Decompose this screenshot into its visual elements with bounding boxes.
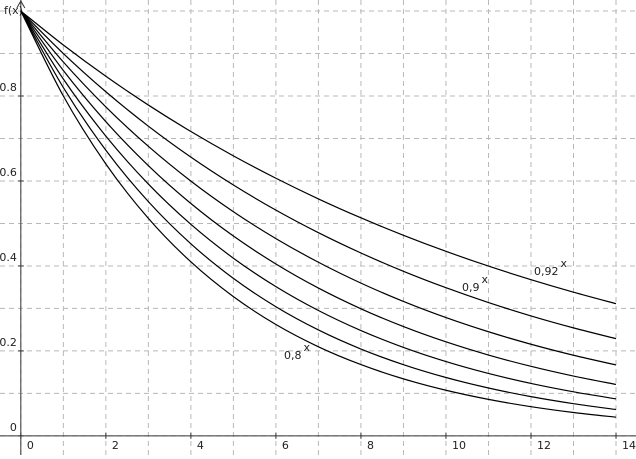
curve — [20, 10, 617, 366]
curve-label: 0,9 — [462, 281, 480, 294]
x-tick-label: 4 — [197, 439, 204, 452]
x-tick-label: 2 — [112, 439, 119, 452]
curve — [20, 10, 617, 418]
y-tick-label: 0.8 — [0, 81, 17, 94]
y-axis-arrow — [16, 0, 26, 9]
curve — [20, 10, 617, 340]
curve-label: 0,92 — [534, 265, 559, 278]
y-tick-label: 0.4 — [0, 251, 17, 264]
x-tick-label: 6 — [282, 439, 289, 452]
curve — [20, 10, 617, 400]
y-tick-label: 0.2 — [0, 336, 17, 349]
curve-label-exponent: x — [304, 341, 311, 354]
y-axis-label: f(x) — [4, 4, 23, 17]
curve — [20, 10, 617, 305]
curve-label: 0,8 — [284, 349, 302, 362]
x-tick-label: 0 — [27, 439, 34, 452]
y-tick-label: 0 — [10, 421, 17, 434]
x-tick-label: 10 — [452, 439, 466, 452]
curve — [20, 10, 617, 411]
curve — [20, 10, 617, 386]
x-tick-label: 8 — [367, 439, 374, 452]
x-tick-label: 12 — [537, 439, 551, 452]
curve-label-exponent: x — [482, 273, 489, 286]
curve-label-exponent: x — [561, 257, 568, 270]
y-tick-label: 0.6 — [0, 166, 17, 179]
x-tick-label: 14 — [622, 439, 636, 452]
